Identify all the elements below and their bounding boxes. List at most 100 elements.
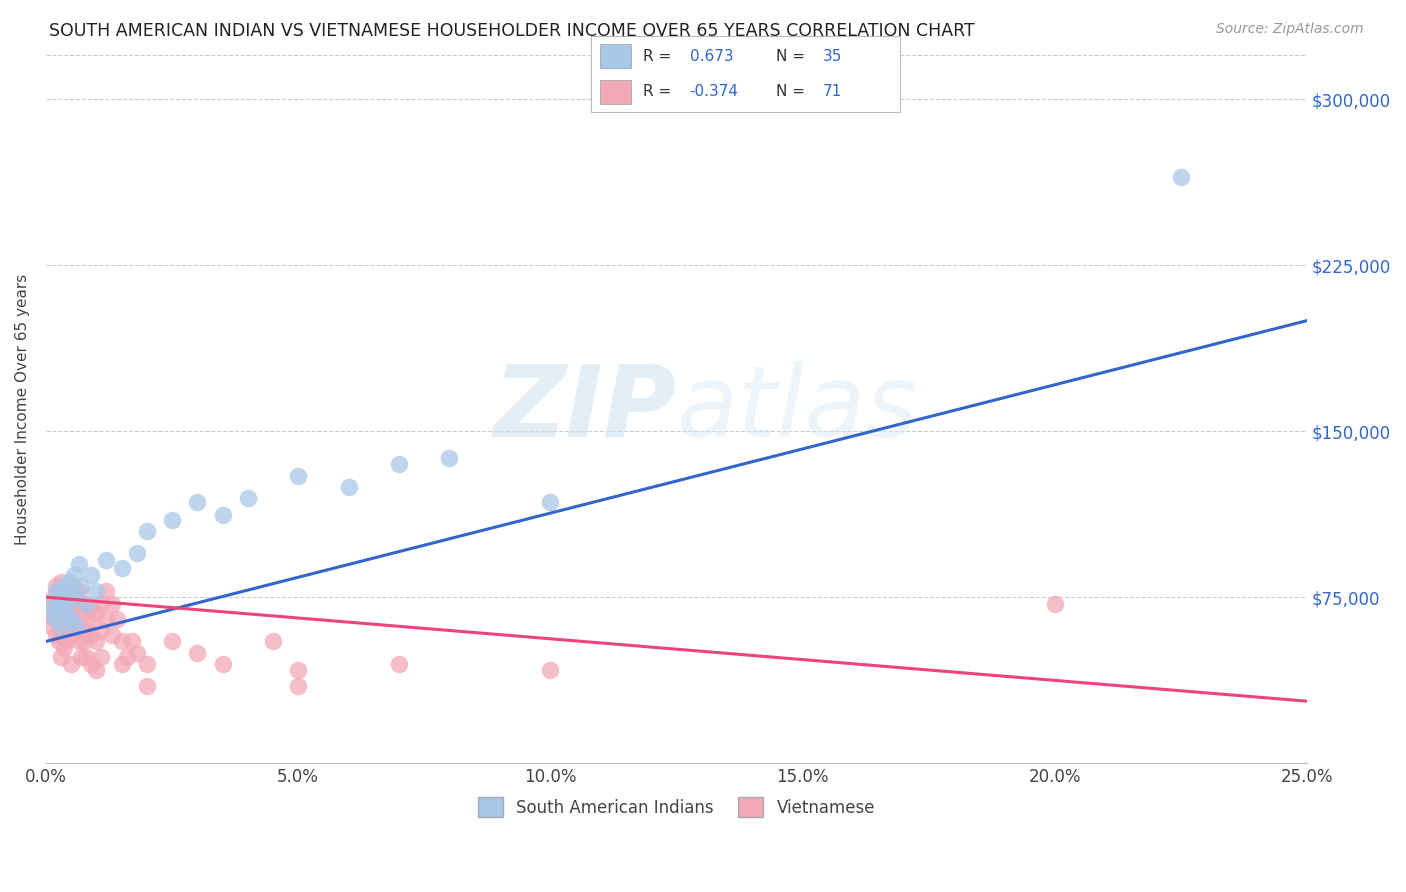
Point bbox=[135, 657, 157, 671]
Point bbox=[96, 583, 118, 598]
Point bbox=[236, 491, 259, 505]
Bar bbox=[600, 44, 631, 69]
Point bbox=[67, 634, 90, 648]
Point bbox=[49, 574, 72, 589]
Point bbox=[55, 606, 77, 620]
Point bbox=[55, 634, 77, 648]
Point bbox=[45, 597, 67, 611]
Point bbox=[48, 583, 70, 598]
Point bbox=[70, 624, 93, 638]
Point bbox=[62, 568, 84, 582]
Point bbox=[52, 612, 75, 626]
Point bbox=[65, 591, 87, 605]
Text: 0.673: 0.673 bbox=[689, 49, 733, 63]
Point bbox=[287, 679, 309, 693]
Point bbox=[86, 634, 108, 648]
Point bbox=[211, 657, 233, 671]
Point bbox=[75, 624, 97, 638]
Point bbox=[70, 597, 93, 611]
Point bbox=[538, 663, 561, 677]
Point bbox=[58, 619, 80, 633]
Point bbox=[60, 583, 83, 598]
Point bbox=[45, 628, 67, 642]
Point bbox=[100, 628, 122, 642]
Point bbox=[77, 612, 100, 626]
Point bbox=[49, 591, 72, 605]
Text: -0.374: -0.374 bbox=[689, 84, 738, 99]
Point bbox=[388, 657, 411, 671]
Point bbox=[49, 597, 72, 611]
Point bbox=[80, 657, 103, 671]
Point bbox=[42, 597, 65, 611]
Point bbox=[1043, 597, 1066, 611]
Point bbox=[45, 583, 67, 598]
Point bbox=[70, 579, 93, 593]
Point bbox=[65, 619, 87, 633]
Point bbox=[39, 601, 62, 615]
Point bbox=[262, 634, 284, 648]
Text: 71: 71 bbox=[823, 84, 842, 99]
Point bbox=[538, 495, 561, 509]
Point bbox=[62, 591, 84, 605]
Text: Source: ZipAtlas.com: Source: ZipAtlas.com bbox=[1216, 22, 1364, 37]
Point bbox=[186, 495, 208, 509]
Point bbox=[86, 583, 108, 598]
Point bbox=[100, 597, 122, 611]
Point bbox=[96, 612, 118, 626]
Point bbox=[67, 583, 90, 598]
Point bbox=[45, 612, 67, 626]
Point bbox=[58, 597, 80, 611]
Point bbox=[39, 606, 62, 620]
Point bbox=[90, 624, 112, 638]
Point bbox=[52, 579, 75, 593]
Point bbox=[45, 579, 67, 593]
Point bbox=[55, 583, 77, 598]
Point bbox=[73, 634, 96, 648]
Point bbox=[48, 634, 70, 648]
Point bbox=[39, 619, 62, 633]
Point bbox=[49, 624, 72, 638]
Text: atlas: atlas bbox=[676, 360, 918, 458]
Point bbox=[60, 579, 83, 593]
Point bbox=[96, 552, 118, 566]
Y-axis label: Householder Income Over 65 years: Householder Income Over 65 years bbox=[15, 274, 30, 545]
Bar bbox=[600, 79, 631, 104]
Point bbox=[55, 597, 77, 611]
Point bbox=[86, 663, 108, 677]
Point bbox=[67, 557, 90, 571]
Point bbox=[287, 663, 309, 677]
Text: N =: N = bbox=[776, 49, 810, 63]
Point bbox=[111, 561, 134, 575]
Point bbox=[60, 628, 83, 642]
Point bbox=[75, 597, 97, 611]
Point bbox=[186, 646, 208, 660]
Point bbox=[80, 628, 103, 642]
Point bbox=[49, 649, 72, 664]
Text: SOUTH AMERICAN INDIAN VS VIETNAMESE HOUSEHOLDER INCOME OVER 65 YEARS CORRELATION: SOUTH AMERICAN INDIAN VS VIETNAMESE HOUS… bbox=[49, 22, 974, 40]
Point bbox=[60, 612, 83, 626]
Point bbox=[90, 649, 112, 664]
Point bbox=[90, 597, 112, 611]
Point bbox=[160, 513, 183, 527]
Point bbox=[80, 601, 103, 615]
Point bbox=[105, 612, 128, 626]
Point bbox=[65, 597, 87, 611]
Point bbox=[86, 606, 108, 620]
Point bbox=[60, 657, 83, 671]
Point bbox=[125, 646, 148, 660]
Point bbox=[135, 524, 157, 538]
Point bbox=[75, 597, 97, 611]
Point bbox=[211, 508, 233, 523]
Point bbox=[42, 612, 65, 626]
Text: R =: R = bbox=[643, 49, 676, 63]
Text: R =: R = bbox=[643, 84, 676, 99]
Point bbox=[73, 606, 96, 620]
Point bbox=[48, 601, 70, 615]
Text: 35: 35 bbox=[823, 49, 842, 63]
Point bbox=[42, 591, 65, 605]
Point bbox=[52, 591, 75, 605]
Point bbox=[111, 657, 134, 671]
Point bbox=[62, 612, 84, 626]
Point bbox=[121, 634, 143, 648]
Point bbox=[75, 649, 97, 664]
